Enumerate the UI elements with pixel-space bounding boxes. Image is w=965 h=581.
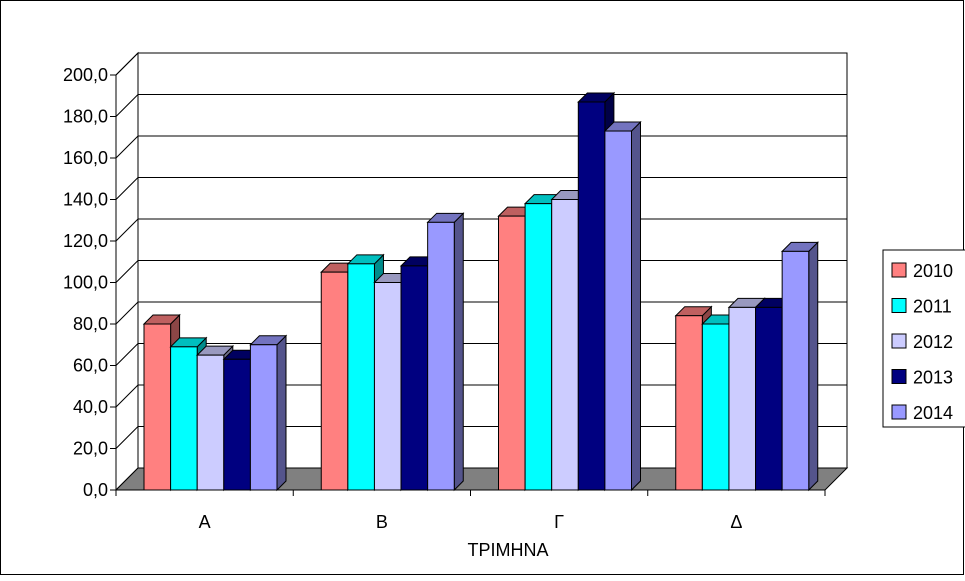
bar [223,358,251,491]
bar [524,203,553,491]
legend-swatch [891,262,907,278]
y-axis: 0,0 20,0 40,0 60,0 80,0 100,0 120,0 140,0 160,0 1… [63,65,117,500]
legend-label: 2013 [913,368,953,388]
x-tick-label: Β [376,512,388,532]
y-tick-label: 60,0 [73,356,108,376]
y-tick-label: 0,0 [83,480,108,500]
x-tick-label: Α [199,512,211,532]
legend-label: 2012 [913,332,953,352]
bar-side [276,334,287,492]
bar [400,265,429,491]
legend-swatch [891,298,907,313]
bar [347,263,375,491]
x-tick-label: Γ [554,512,564,532]
legend-label: 2014 [913,403,953,423]
legend: 2010 2011 2012 2013 2014 [882,249,965,428]
y-tick-label: 40,0 [73,397,108,417]
y-tick-label: 80,0 [73,314,108,334]
y-tick-label: 160,0 [63,148,108,168]
x-axis-title: ΤΡΙΜΗΝΑ [468,540,549,560]
bar [249,344,278,491]
y-tick-label: 100,0 [63,273,108,293]
y-tick-label: 140,0 [63,190,108,210]
x-axis: Α Β Γ Δ [115,489,826,532]
bar [728,306,757,491]
bar [373,282,402,491]
legend-swatch [891,369,907,384]
bar [427,221,455,491]
legend-swatch [891,333,907,349]
bar [196,354,225,491]
bar [781,250,810,491]
y-tick-label: 200,0 [63,65,108,85]
bars [142,91,819,492]
plot-back-wall [114,51,849,492]
legend-label: 2010 [913,261,953,281]
bar [551,199,579,491]
bar-side [453,212,464,492]
bar [755,306,783,491]
gridline [115,52,847,76]
bar [577,101,606,491]
bar [498,215,526,491]
bar [320,271,349,491]
bar-side [631,120,641,492]
bar [143,323,172,491]
bar [675,315,703,491]
legend-swatch [891,404,907,420]
bar-side [808,241,819,492]
x-tick-label: Δ [730,512,742,532]
y-tick-label: 180,0 [63,107,108,127]
bar [170,346,198,491]
y-tick-label: 20,0 [73,439,108,459]
bar [604,130,633,491]
bar [701,323,730,491]
legend-label: 2011 [913,297,952,317]
y-tick-label: 120,0 [63,231,108,251]
